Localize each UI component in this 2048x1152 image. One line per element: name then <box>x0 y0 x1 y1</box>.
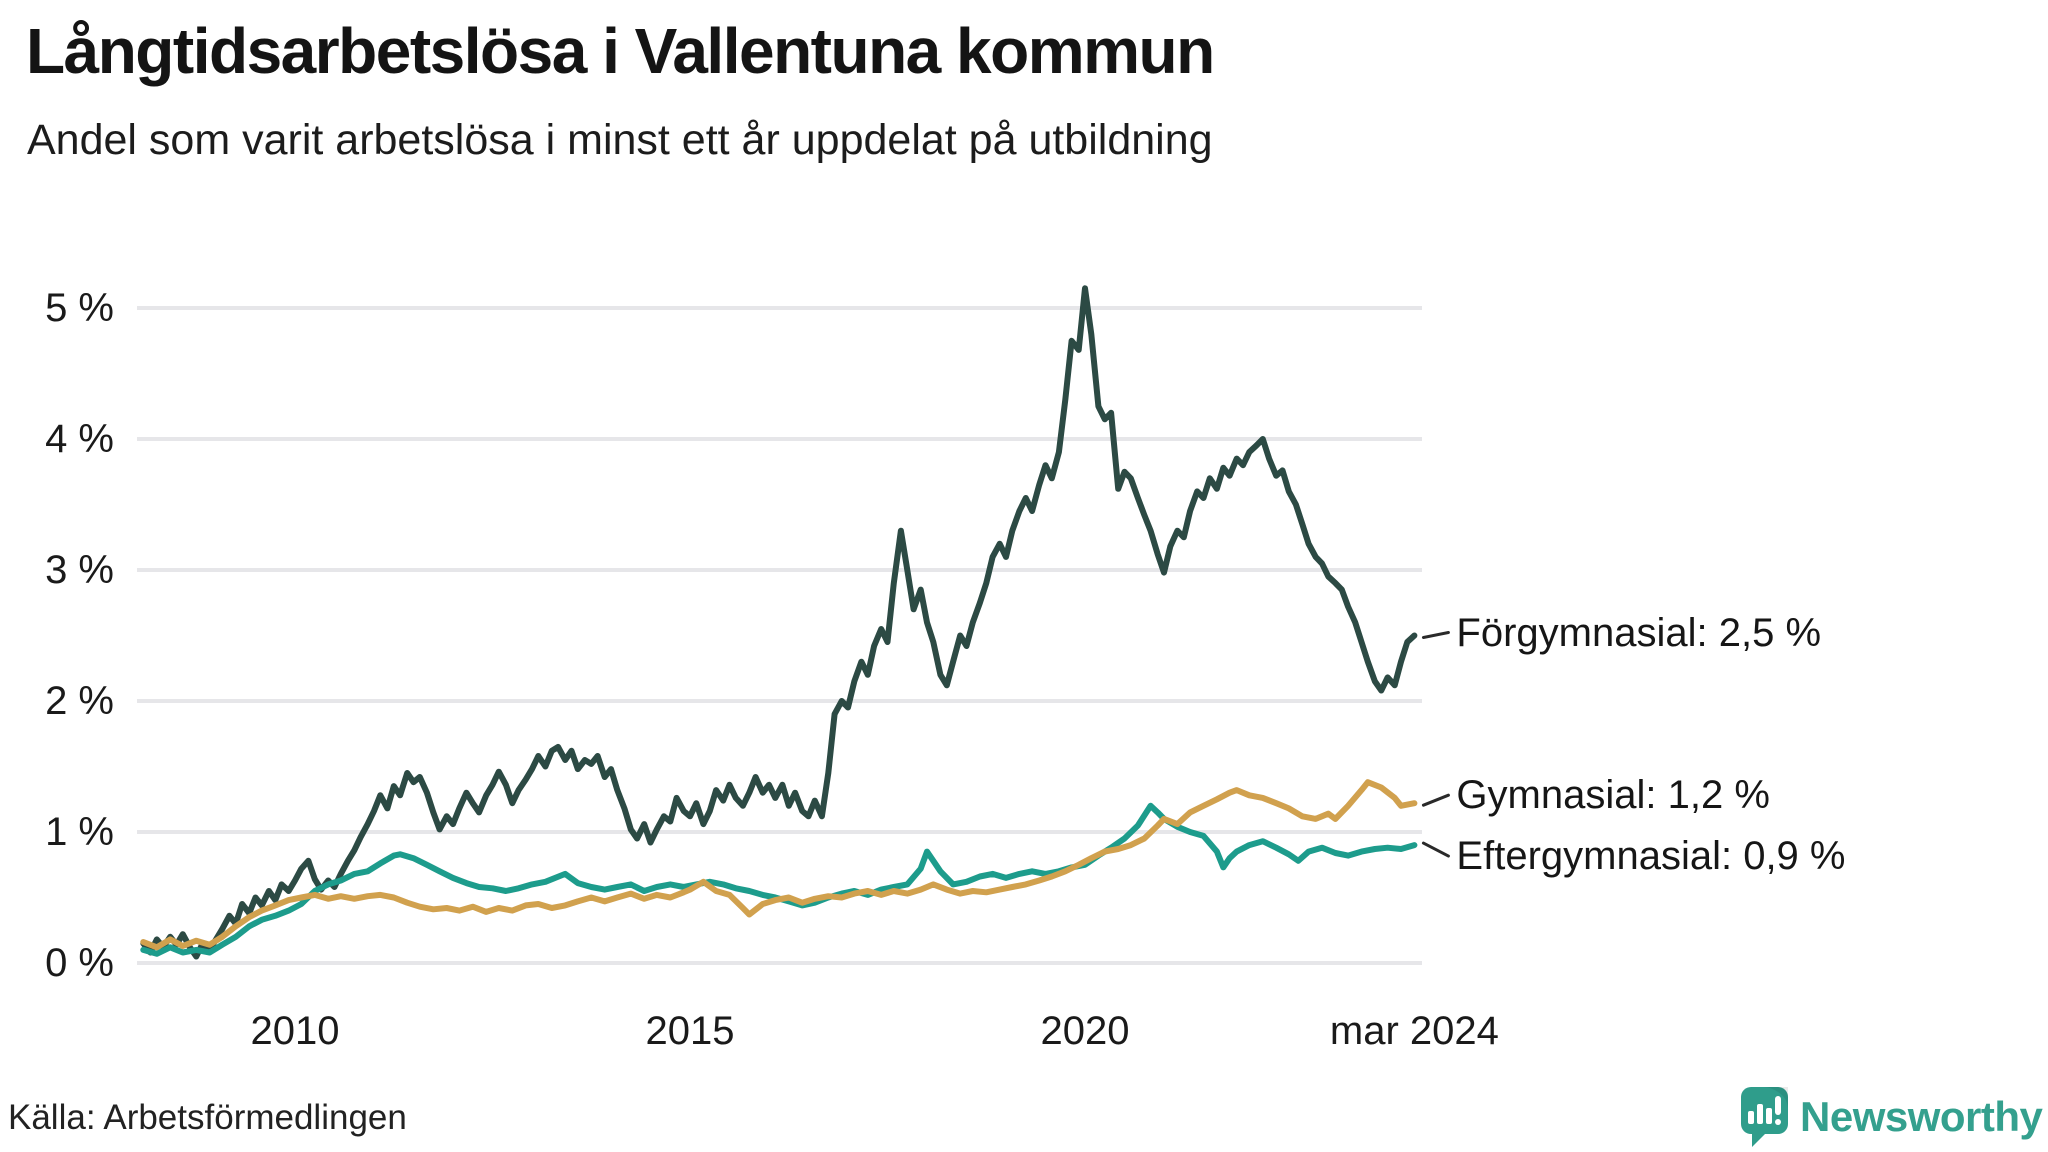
page-title: Långtidsarbetslösa i Vallentuna kommun <box>26 15 1215 87</box>
annotation-connector-eftergymnasial <box>1421 841 1450 858</box>
y-axis-tick-4: 4 % <box>45 417 114 461</box>
x-axis-tick-2020: 2020 <box>1040 1009 1130 1053</box>
x-axis-tick-2015: 2015 <box>645 1009 735 1053</box>
source-note: Källa: Arbetsförmedlingen <box>8 1098 407 1137</box>
annotation-connector-gymnasial <box>1421 793 1450 807</box>
series-line-eftergymnasial <box>140 802 1418 957</box>
annotation-forgymnasial: Förgymnasial: 2,5 % <box>1456 610 1822 655</box>
annotation-gymnasial: Gymnasial: 1,2 % <box>1456 773 1770 818</box>
annotation-connector-förgymnasial <box>1421 631 1450 639</box>
newsworthy-logo: Newsworthy <box>1740 1086 2043 1148</box>
newsworthy-speech-bubble-icon <box>1741 1087 1788 1147</box>
y-axis-tick-2: 2 % <box>45 679 114 723</box>
y-axis-tick-0: 0 % <box>45 941 114 985</box>
series-line-gymnasial <box>140 779 1418 951</box>
newsworthy-wordmark: Newsworthy <box>1800 1093 2043 1140</box>
x-axis-tick-2010: 2010 <box>250 1009 340 1053</box>
y-axis-tick-5: 5 % <box>45 286 114 330</box>
page-subtitle: Andel som varit arbetslösa i minst ett å… <box>27 116 1213 164</box>
y-axis-tick-1: 1 % <box>45 810 114 854</box>
y-axis-tick-3: 3 % <box>45 548 114 592</box>
series-line-förgymnasial <box>140 285 1418 960</box>
annotation-eftergymnasial: Eftergymnasial: 0,9 % <box>1456 834 1846 879</box>
x-axis-tick-mar-2024: mar 2024 <box>1329 1009 1499 1053</box>
